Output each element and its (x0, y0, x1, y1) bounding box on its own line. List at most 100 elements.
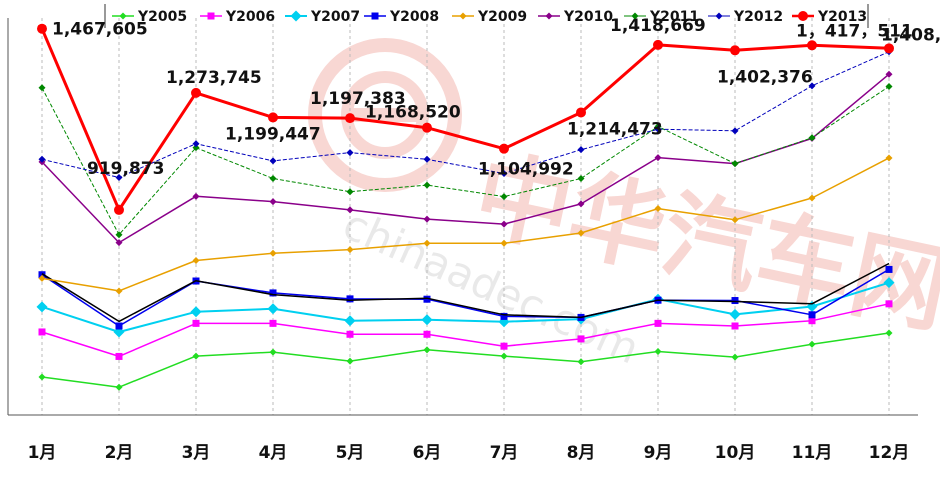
legend-label: Y2009 (477, 9, 527, 25)
data-point (37, 23, 47, 34)
data-label: 1,197,383 (310, 89, 406, 109)
data-point (808, 311, 816, 319)
legend-item-y2011: Y2011 (624, 9, 699, 25)
data-point (38, 328, 46, 336)
data-point (577, 146, 585, 154)
x-tick-label: 3月 (182, 443, 211, 463)
data-point (731, 160, 739, 168)
x-tick-label: 12月 (869, 443, 910, 463)
watermark: 中华汽车网校 chinaadec.com (308, 38, 940, 374)
series-y2007 (36, 277, 895, 338)
data-point (423, 155, 431, 163)
legend-label: Y2005 (137, 9, 187, 25)
data-point (38, 271, 46, 279)
x-tick-labels: 1月 2月 3月 4月 5月 6月 7月 8月 9月 10月 11月 12月 (28, 443, 910, 463)
legend-label: Y2012 (733, 9, 783, 25)
data-point (500, 239, 508, 247)
data-point (346, 188, 354, 196)
data-point (500, 352, 508, 360)
data-point (192, 319, 200, 327)
x-tick-label: 5月 (336, 443, 365, 463)
legend-item-y2008: Y2008 (364, 9, 439, 25)
series-line (41, 86, 890, 236)
series-y2008-aux (41, 262, 890, 323)
data-point (36, 301, 48, 313)
data-point (654, 319, 662, 327)
data-point (883, 277, 895, 289)
legend-marker (207, 12, 215, 20)
legend-marker (290, 10, 302, 22)
data-point (267, 303, 279, 315)
series-y2005 (38, 329, 893, 391)
data-label: 1,467,605 (52, 20, 148, 40)
series-y2011 (38, 82, 893, 239)
data-label: 919,873 (87, 159, 164, 179)
data-point (422, 122, 432, 133)
x-tick-label: 6月 (413, 443, 442, 463)
data-point (500, 169, 508, 177)
data-point (808, 82, 816, 90)
legend-item-y2006: Y2006 (200, 9, 275, 25)
data-point (731, 353, 739, 361)
legend-item-y2007: Y2007 (285, 9, 360, 25)
axes (7, 18, 918, 416)
data-point (885, 265, 893, 273)
data-point (114, 204, 124, 215)
data-point (269, 348, 277, 356)
legend: Y2005 Y2006 Y2007 Y2008 Y2009 Y2010 Y2011 Y2012… (104, 4, 869, 28)
data-labels: 1,467,605 919,873 1,273,745 1,199,447 1,197,… (52, 16, 940, 180)
data-point (192, 192, 200, 200)
legend-item-y2013: Y2013 (792, 9, 867, 25)
data-point (346, 330, 354, 338)
legend-marker (545, 12, 553, 20)
data-point (423, 295, 431, 303)
legend-label: Y2007 (310, 9, 360, 25)
data-point (192, 257, 200, 265)
legend-label: Y2011 (649, 9, 699, 25)
data-point (115, 173, 123, 181)
legend-label: Y2008 (389, 9, 439, 25)
data-point (346, 206, 354, 214)
data-point (423, 330, 431, 338)
series-line (41, 303, 890, 358)
data-point (345, 113, 355, 124)
legend-label: Y2006 (225, 9, 275, 25)
data-point (576, 107, 586, 118)
series-line (41, 262, 890, 323)
data-label: 1,104,992 (478, 160, 574, 180)
data-point (885, 329, 893, 337)
series-line (41, 268, 890, 327)
data-point (269, 157, 277, 165)
data-point (808, 194, 816, 202)
data-point (115, 383, 123, 391)
data-point (346, 149, 354, 157)
data-point (269, 249, 277, 257)
x-tick-label: 10月 (715, 443, 756, 463)
legend-marker (631, 12, 639, 20)
data-point (192, 352, 200, 360)
series-y2012 (38, 48, 893, 181)
x-tick-label: 11月 (792, 443, 833, 463)
data-point (499, 143, 509, 154)
data-point (884, 43, 894, 54)
data-point (423, 346, 431, 354)
data-point (269, 319, 277, 327)
legend-marker (798, 11, 808, 21)
series-line (41, 73, 890, 244)
data-point (577, 174, 585, 182)
data-point (192, 140, 200, 148)
data-point (500, 312, 508, 320)
data-label: 1,418,669 (610, 16, 706, 36)
series-y2010 (38, 70, 893, 247)
data-point (269, 289, 277, 297)
series-y2006 (38, 300, 893, 360)
x-tick-label: 8月 (567, 443, 596, 463)
data-point (731, 322, 739, 330)
data-point (115, 231, 123, 239)
data-point (577, 335, 585, 343)
x-tick-label: 9月 (644, 443, 673, 463)
data-label: 1,408,286 (881, 25, 940, 45)
grid-lines (41, 18, 890, 415)
